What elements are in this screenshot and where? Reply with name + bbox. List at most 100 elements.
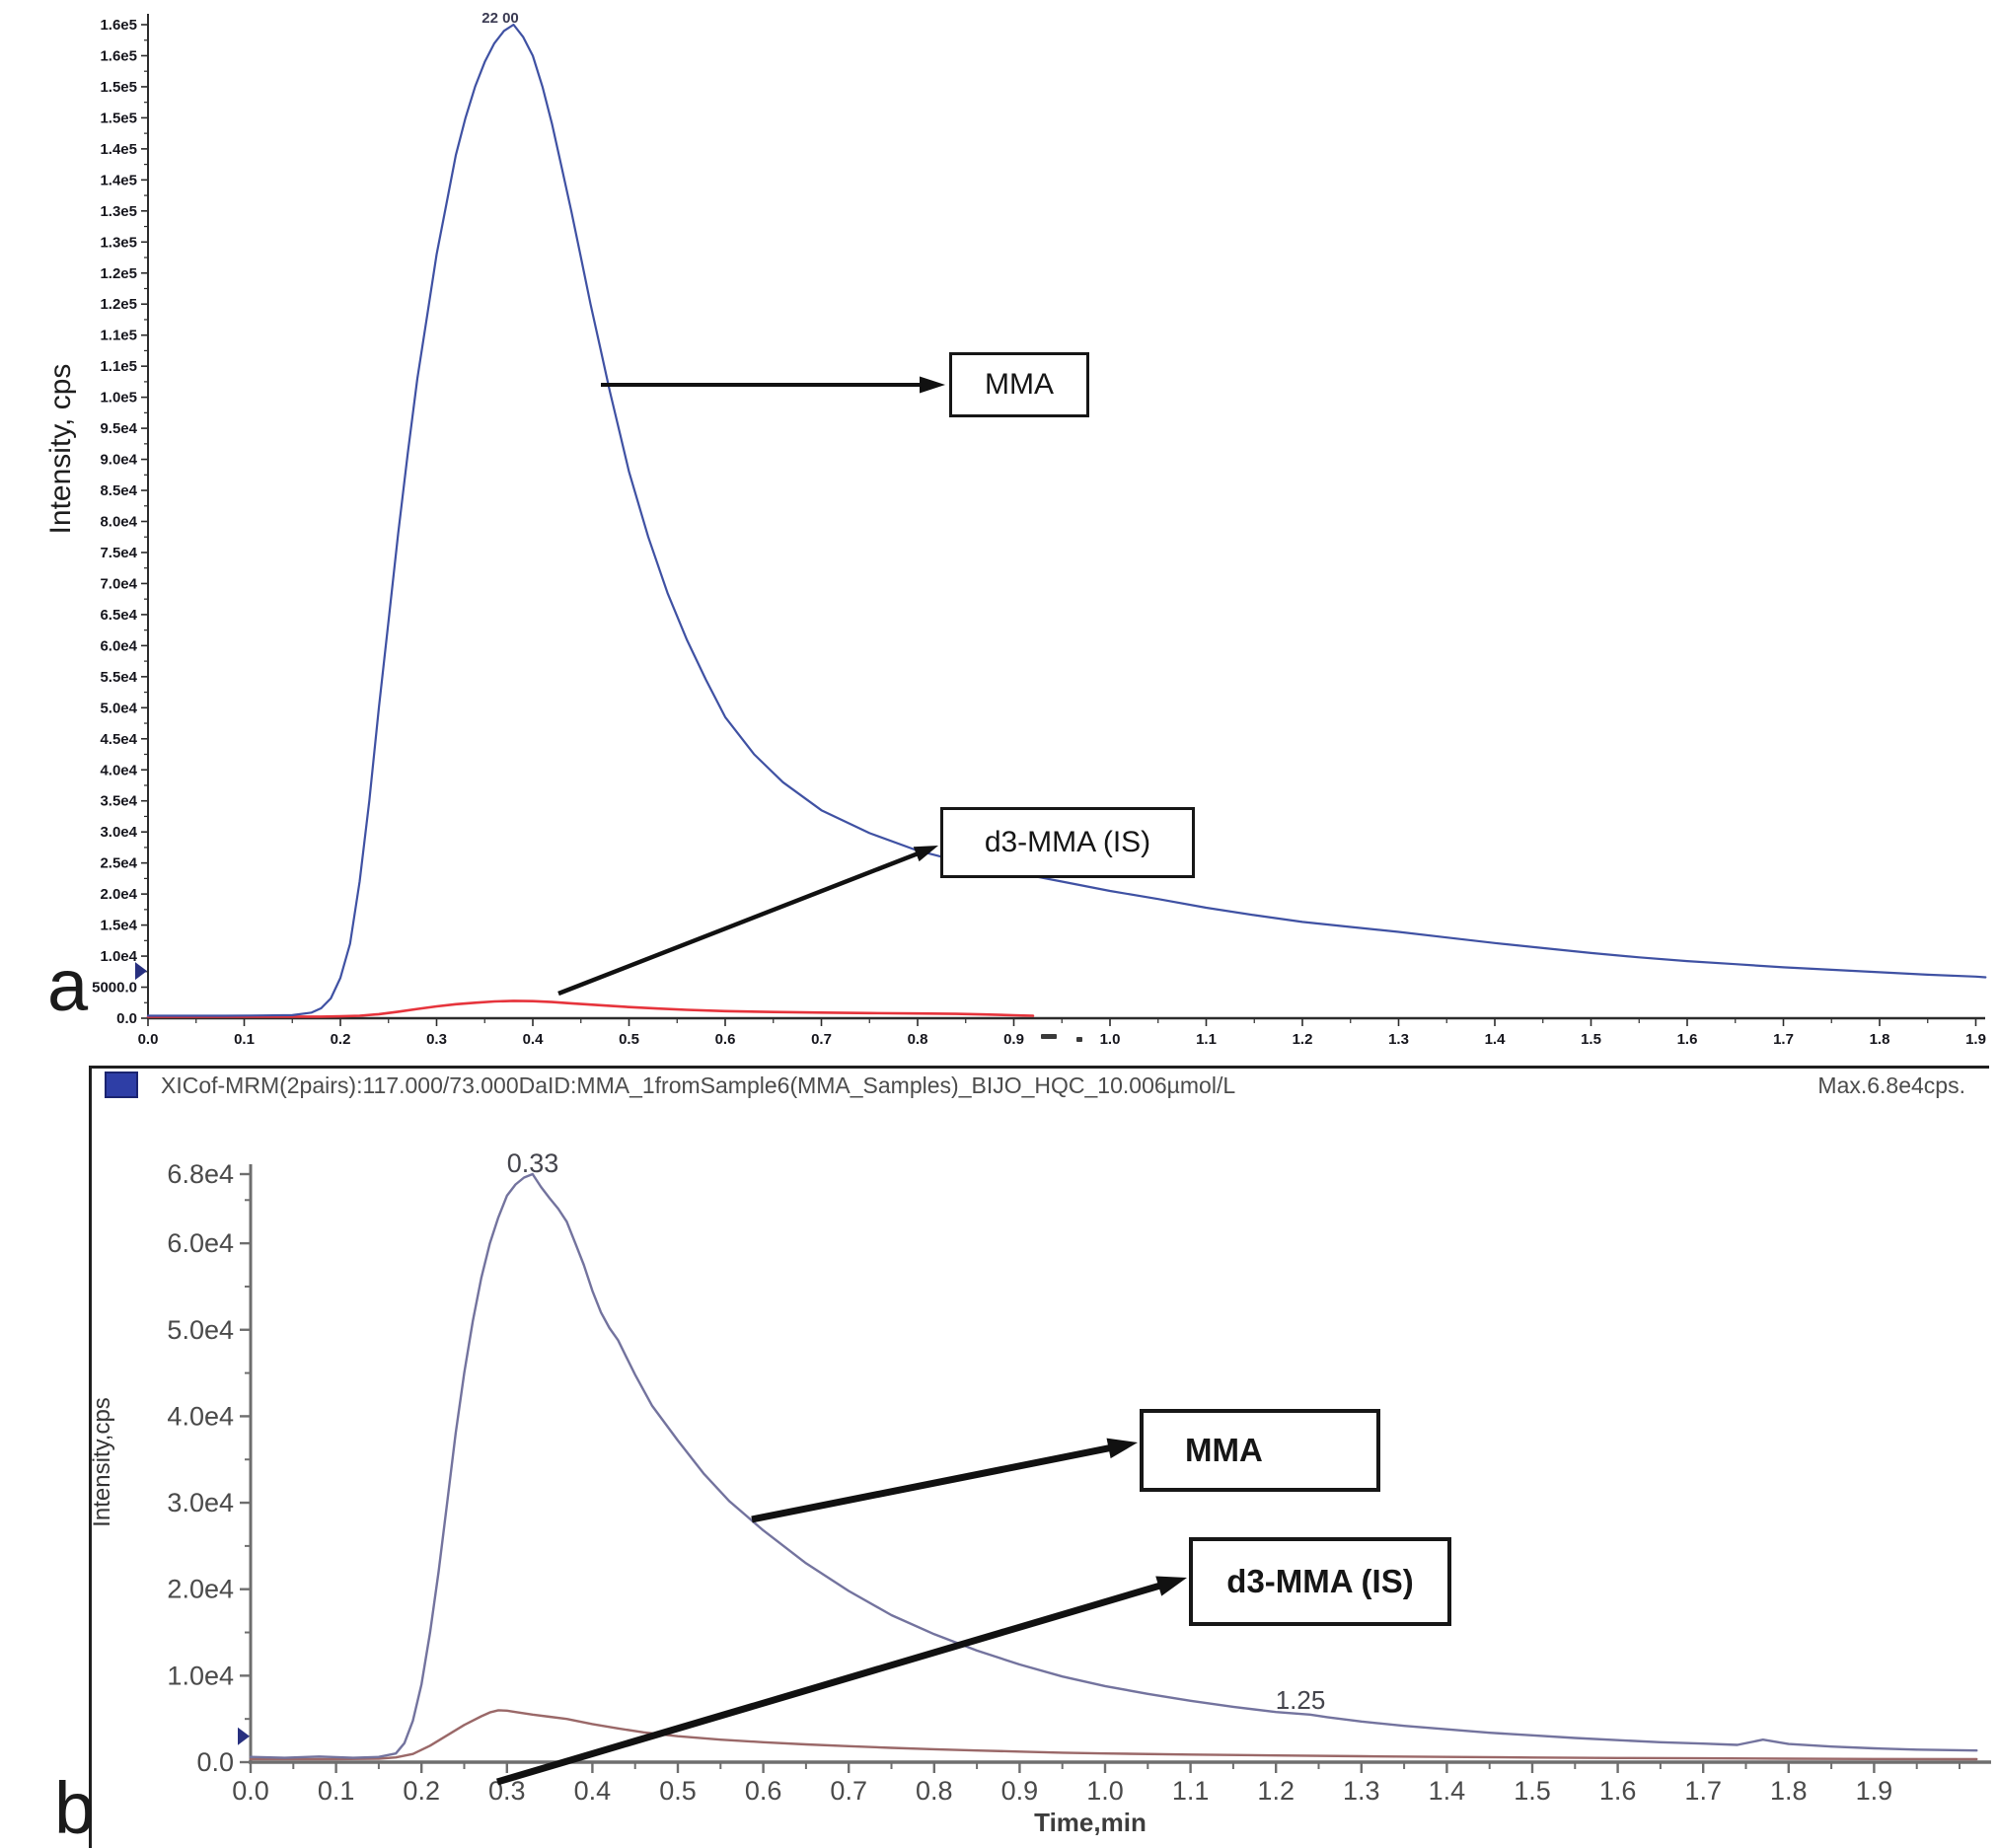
panel-a-x-tick-label: 1.2 [1293, 1031, 1313, 1048]
panel-b-mma-annotation-box: MMA [1140, 1409, 1380, 1492]
panel-b-x-tick-label: 1.0 [1086, 1776, 1124, 1806]
panel-a-x-tick-label: 1.7 [1773, 1031, 1794, 1048]
panel-a-x-tick-label: 0.5 [619, 1031, 639, 1048]
panel-a-y-axis-title: Intensity, cps [44, 363, 77, 535]
panel-b-x-tick-label: 1.1 [1172, 1776, 1210, 1806]
panel-a-x-tick-label: 1.0 [1100, 1031, 1121, 1048]
panel-b-x-tick-label: 0.2 [403, 1776, 440, 1806]
panel-a-y-tick-label: 7.0e4 [100, 575, 137, 592]
panel-a-y-tick-label: 9.0e4 [100, 452, 137, 469]
panel-b-trace-header: XICof-MRM(2pairs):117.000/73.000DaID:MMA… [161, 1072, 1236, 1098]
panel-a-y-tick-label: 1.1e5 [100, 328, 137, 344]
panel-a-y-tick-label: 6.5e4 [100, 607, 137, 624]
panel-a-y-tick-label: 2.0e4 [100, 886, 137, 903]
panel-b-mma-arrow-head [1106, 1438, 1138, 1459]
panel-a-y-tick-label: 8.0e4 [100, 514, 137, 531]
panel-a-y-tick-label: 1.2e5 [100, 296, 137, 313]
panel-a-x-tick-label: 1.8 [1870, 1031, 1890, 1048]
panel-a-y-tick-label: 3.5e4 [100, 793, 137, 810]
panel-b-x-tick-label: 0.4 [574, 1776, 612, 1806]
panel-a-x-tick-label: 0.0 [138, 1031, 159, 1048]
panel-a-mma-arrow-head [920, 376, 945, 394]
panel-a-y-tick-label: 6.0e4 [100, 637, 137, 654]
panel-b-x-tick-label: 1.3 [1343, 1776, 1380, 1806]
panel-a-y-tick-label: 1.6e5 [100, 17, 137, 34]
trace-d3-mma-is [249, 1709, 1978, 1761]
panel-b-x-tick-label: 1.6 [1599, 1776, 1637, 1806]
panel-a-y-tick-label: 1.6e5 [100, 47, 137, 64]
panel-a-y-tick-label: 1.3e5 [100, 203, 137, 220]
panel-b-y-tick-label: 2.0e4 [167, 1575, 234, 1604]
panel-b-y-tick-label: 1.0e4 [167, 1661, 234, 1690]
panel-b-x-tick-label: 1.4 [1429, 1776, 1466, 1806]
panel-b-y-tick-label: 6.8e4 [167, 1159, 234, 1189]
panel-b-plot: 6.8e46.0e45.0e44.0e43.0e42.0e41.0e40.00.… [167, 1159, 1991, 1806]
panel-a-x-tick-label: 1.4 [1485, 1031, 1507, 1048]
panel-b-y-tick-label: 0.0 [196, 1747, 234, 1777]
panel-b-x-tick-label: 1.2 [1257, 1776, 1295, 1806]
panel-a-d3-mma-annotation-box: d3-MMA (IS) [940, 807, 1195, 878]
panel-b-x-tick-label: 1.7 [1684, 1776, 1722, 1806]
panel-a-d3-arrow-head [913, 846, 938, 862]
panel-b-mma-arrow-shaft [751, 1441, 1123, 1523]
panel-a-x-tick-label: 1.3 [1388, 1031, 1409, 1048]
panel-a-x-tick-label: 0.6 [715, 1031, 736, 1048]
panel-a-x-tick-label: 1.5 [1581, 1031, 1601, 1048]
panel-b-y-tick-label: 6.0e4 [167, 1228, 234, 1258]
panel-a-y-tick-label: 4.5e4 [100, 731, 137, 748]
panel-a-plot: 1.6e5 1.6e5 1.5e5 1.5e5 1.4e5 1.4e5 1.3e5 1.3e5… [92, 14, 1987, 1048]
trace-legend-square-icon [105, 1072, 138, 1098]
panel-b-left-border [89, 1066, 92, 1848]
panel-b-d3-arrow-shaft [496, 1579, 1173, 1786]
panel-b-peak-retention-label: 0.33 [506, 1148, 559, 1178]
panel-b-d3-arrow-head [1155, 1576, 1187, 1596]
cropped-time-axis-fragment [1076, 1037, 1082, 1042]
panel-b-x-tick-label: 0.0 [232, 1776, 269, 1806]
panel-b-x-tick-label: 0.5 [659, 1776, 697, 1806]
panel-a-y-tick-label: 1.5e5 [100, 110, 137, 126]
trace-d3-mma-is [146, 999, 1035, 1018]
panel-a-x-tick-label: 0.2 [331, 1031, 351, 1048]
panel-a-y-tick-label: 1.0e5 [100, 390, 137, 407]
panel-a-d3-arrow-shaft [557, 848, 927, 997]
panel-a-y-tick-label: 1.0e4 [100, 948, 137, 965]
panel-a-y-tick-label: 9.5e4 [100, 420, 137, 437]
panel-b-y-tick-label: 3.0e4 [167, 1488, 234, 1517]
panel-a-y-tick-label: 1.2e5 [100, 265, 137, 282]
panel-a-y-tick-label: 2.5e4 [100, 855, 137, 872]
panel-b-x-tick-label: 0.1 [318, 1776, 355, 1806]
panel-a-x-tick-label: 0.4 [523, 1031, 545, 1048]
panel-a-y-tick-label: 5.5e4 [100, 669, 137, 686]
panel-b-y-axis-title: Intensity,cps [89, 1397, 115, 1527]
panel-a-x-tick-label: 0.3 [426, 1031, 447, 1048]
axis-pointer-marker [238, 1727, 250, 1745]
panel-a-y-tick-label: 7.5e4 [100, 545, 137, 561]
panel-b-x-tick-label: 0.7 [830, 1776, 867, 1806]
panel-b-x-tick-label: 1.9 [1856, 1776, 1893, 1806]
panel-a-y-tick-label: 8.5e4 [100, 482, 137, 499]
panel-a-x-tick-label: 1.6 [1677, 1031, 1698, 1048]
panel-b-tail-time-label: 1.25 [1275, 1685, 1326, 1715]
panel-a-x-tick-label: 1.1 [1196, 1031, 1217, 1048]
panel-b-x-tick-label: 0.9 [1001, 1776, 1039, 1806]
panel-b-max-intensity-label: Max.6.8e4cps. [1817, 1072, 1965, 1098]
panel-a-x-tick-label: 1.9 [1965, 1031, 1986, 1048]
panel-a-x-tick-label: 0.7 [811, 1031, 832, 1048]
panel-a-y-tick-label: 1.5e4 [100, 918, 137, 934]
panel-b-x-tick-label: 0.6 [745, 1776, 782, 1806]
cropped-time-axis-fragment [1041, 1034, 1057, 1039]
trace-mma [249, 1172, 1978, 1759]
panel-a-y-tick-label: 5000.0 [92, 980, 137, 997]
panel-a-x-tick-label: 0.1 [234, 1031, 255, 1048]
panel-a-y-tick-label: 0.0 [116, 1010, 137, 1027]
panel-a-x-tick-label: 0.8 [908, 1031, 928, 1048]
panel-b-letter: b [54, 1767, 96, 1848]
panel-b-y-tick-label: 4.0e4 [167, 1401, 234, 1431]
axis-pointer-marker [135, 962, 147, 981]
panel-a-y-tick-label: 1.3e5 [100, 234, 137, 251]
panel-b-x-axis-title: Time,min [1034, 1808, 1147, 1837]
panel-a-letter: a [47, 944, 89, 1026]
panel-a-x-tick-label: 0.9 [1003, 1031, 1024, 1048]
